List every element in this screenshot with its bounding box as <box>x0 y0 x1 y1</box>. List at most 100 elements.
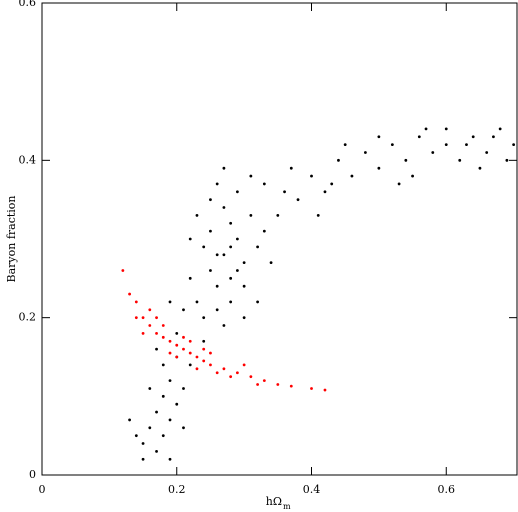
point <box>195 367 199 371</box>
point <box>323 190 327 194</box>
point <box>134 316 138 320</box>
point <box>182 426 185 430</box>
point <box>256 300 260 304</box>
point <box>188 237 192 241</box>
point <box>310 387 313 390</box>
point <box>161 335 165 339</box>
point <box>168 300 172 304</box>
point <box>168 418 172 422</box>
point <box>195 300 199 304</box>
point <box>471 135 475 139</box>
point <box>296 198 300 202</box>
point <box>148 308 152 312</box>
point <box>215 284 219 288</box>
point <box>209 363 212 367</box>
point <box>269 261 273 264</box>
y-tick-label: 0 <box>29 468 36 481</box>
point <box>404 158 408 162</box>
point <box>249 214 253 217</box>
point <box>168 351 172 355</box>
point <box>343 143 347 147</box>
point <box>424 127 428 131</box>
point <box>235 371 239 375</box>
point <box>390 143 394 147</box>
point <box>168 379 172 382</box>
point <box>492 135 495 139</box>
point <box>209 229 212 233</box>
point <box>222 206 226 209</box>
y-tick-label: 0.2 <box>19 311 37 324</box>
x-axis-label: hΩ <box>266 495 282 508</box>
point <box>242 261 246 264</box>
point <box>188 351 192 355</box>
point <box>485 151 489 154</box>
point <box>182 335 185 339</box>
point <box>128 418 131 422</box>
point <box>242 363 246 367</box>
point <box>262 182 266 186</box>
plot-frame <box>41 2 518 476</box>
point <box>222 324 226 327</box>
point <box>155 316 158 320</box>
point <box>262 229 266 233</box>
point <box>209 269 212 272</box>
x-tick-label: 0.6 <box>438 483 456 496</box>
point <box>188 339 192 343</box>
point <box>168 339 172 343</box>
point <box>182 387 185 390</box>
point <box>168 457 172 461</box>
point <box>222 367 226 371</box>
point <box>444 127 448 131</box>
point <box>323 388 327 392</box>
point <box>498 127 502 131</box>
point <box>222 166 226 170</box>
point <box>222 253 226 257</box>
point <box>276 383 280 386</box>
point <box>155 347 158 351</box>
point <box>337 158 340 162</box>
point <box>276 214 280 217</box>
point <box>364 151 367 154</box>
point <box>417 135 421 139</box>
point <box>188 276 192 280</box>
point <box>215 182 219 186</box>
point <box>202 316 206 320</box>
y-tick-label: 0.6 <box>19 0 37 9</box>
y-axis-label: Baryon fraction <box>5 195 18 282</box>
point <box>195 214 199 217</box>
point <box>478 166 482 170</box>
point <box>465 143 468 147</box>
point <box>350 174 354 178</box>
point <box>128 292 131 296</box>
point <box>155 332 158 335</box>
point <box>242 284 246 288</box>
point <box>249 174 253 178</box>
point <box>215 253 219 257</box>
point <box>188 363 192 367</box>
point <box>202 339 206 343</box>
x-axis-label-sub: m <box>283 502 291 511</box>
point <box>148 387 152 390</box>
point <box>175 343 179 347</box>
point <box>256 245 260 249</box>
point <box>155 410 158 414</box>
point <box>229 221 233 225</box>
x-tick-label: 0.4 <box>303 483 321 496</box>
point <box>148 426 152 430</box>
point <box>235 269 239 272</box>
point <box>242 316 246 320</box>
point <box>161 394 165 398</box>
x-tick-label: 0 <box>39 483 46 496</box>
point <box>161 434 165 438</box>
point <box>141 332 145 335</box>
point <box>229 300 233 304</box>
point <box>155 450 158 453</box>
point <box>182 308 185 312</box>
y-tick-label: 0.4 <box>19 153 37 166</box>
point <box>283 190 286 194</box>
point <box>141 316 145 320</box>
point <box>229 375 233 379</box>
point <box>215 371 219 375</box>
